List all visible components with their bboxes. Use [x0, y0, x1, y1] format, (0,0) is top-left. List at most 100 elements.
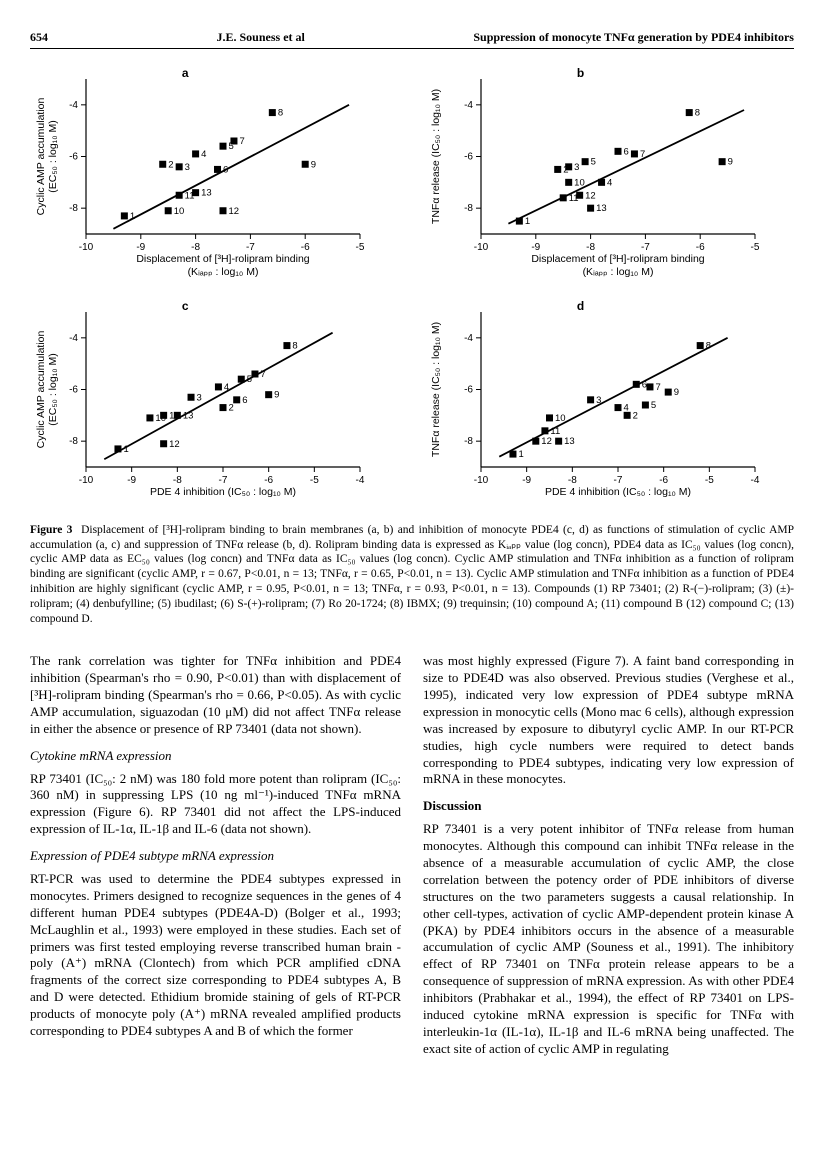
- body-columns: The rank correlation was tighter for TNF…: [30, 653, 794, 1067]
- svg-text:13: 13: [201, 187, 212, 198]
- svg-text:12: 12: [229, 205, 240, 216]
- svg-text:-5: -5: [356, 242, 365, 253]
- body-p2: RP 73401 (IC₅₀: 2 nM) was 180 fold more …: [30, 771, 401, 839]
- svg-text:4: 4: [201, 149, 206, 160]
- body-p3: RT-PCR was used to determine the PDE4 su…: [30, 871, 401, 1040]
- svg-text:-6: -6: [659, 475, 668, 486]
- svg-text:-8: -8: [464, 203, 473, 214]
- svg-text:Displacement of [³H]-rolipram: Displacement of [³H]-rolipram binding: [531, 253, 704, 265]
- svg-text:-7: -7: [246, 242, 255, 253]
- svg-text:-6: -6: [69, 384, 78, 395]
- svg-text:-6: -6: [464, 151, 473, 162]
- svg-text:PDE 4 inhibition (IC₅₀ : log₁₀: PDE 4 inhibition (IC₅₀ : log₁₀ M): [545, 486, 691, 498]
- svg-text:-7: -7: [641, 242, 650, 253]
- svg-text:3: 3: [596, 394, 601, 405]
- svg-text:6: 6: [642, 379, 647, 390]
- body-p4: was most highly expressed (Figure 7). A …: [423, 653, 794, 788]
- svg-text:-6: -6: [69, 151, 78, 162]
- svg-text:-6: -6: [464, 384, 473, 395]
- svg-text:b: b: [577, 66, 584, 80]
- header-authors: J.E. Souness et al: [217, 30, 305, 46]
- svg-text:-8: -8: [464, 436, 473, 447]
- svg-text:5: 5: [591, 156, 596, 167]
- panel-b: -4-6-8-10-9-8-7-6-511112132310456789bTNF…: [425, 63, 794, 278]
- svg-text:Cyclic AMP accumulation: Cyclic AMP accumulation: [35, 97, 47, 215]
- svg-text:9: 9: [728, 156, 733, 167]
- svg-text:8: 8: [695, 107, 700, 118]
- caption-text: Displacement of [³H]-rolipram binding to…: [30, 524, 794, 626]
- svg-text:9: 9: [674, 387, 679, 398]
- svg-text:-8: -8: [191, 242, 200, 253]
- svg-text:-8: -8: [586, 242, 595, 253]
- svg-text:13: 13: [596, 203, 607, 214]
- svg-text:9: 9: [274, 389, 279, 400]
- svg-text:2: 2: [168, 159, 173, 170]
- svg-text:12: 12: [169, 438, 180, 449]
- right-column: was most highly expressed (Figure 7). A …: [423, 653, 794, 1067]
- svg-text:-6: -6: [301, 242, 310, 253]
- svg-text:6: 6: [624, 146, 629, 157]
- svg-text:-6: -6: [264, 475, 273, 486]
- svg-text:-8: -8: [568, 475, 577, 486]
- svg-text:1: 1: [525, 216, 530, 227]
- svg-text:d: d: [577, 299, 584, 313]
- svg-text:13: 13: [564, 436, 575, 447]
- svg-text:-4: -4: [464, 99, 473, 110]
- svg-text:-4: -4: [751, 475, 760, 486]
- svg-text:12: 12: [541, 436, 552, 447]
- svg-text:-10: -10: [474, 242, 489, 253]
- svg-text:2: 2: [633, 410, 638, 421]
- svg-text:3: 3: [185, 161, 190, 172]
- section-pde4-subtype: Expression of PDE4 subtype mRNA expressi…: [30, 848, 401, 865]
- svg-text:PDE 4 inhibition (IC₅₀ : log₁₀: PDE 4 inhibition (IC₅₀ : log₁₀ M): [150, 486, 296, 498]
- svg-text:10: 10: [174, 205, 185, 216]
- svg-text:8: 8: [292, 340, 297, 351]
- svg-text:7: 7: [239, 136, 244, 147]
- svg-text:-4: -4: [69, 99, 78, 110]
- page-header: 654 J.E. Souness et al Suppression of mo…: [30, 30, 794, 49]
- svg-text:a: a: [182, 66, 189, 80]
- svg-text:7: 7: [640, 149, 645, 160]
- svg-text:Displacement of [³H]-rolipram: Displacement of [³H]-rolipram binding: [136, 253, 309, 265]
- svg-text:6: 6: [242, 394, 247, 405]
- svg-text:Cyclic AMP accumulation: Cyclic AMP accumulation: [35, 330, 47, 448]
- svg-text:6: 6: [223, 164, 228, 175]
- svg-text:3: 3: [197, 392, 202, 403]
- svg-text:10: 10: [555, 413, 566, 424]
- svg-text:4: 4: [607, 177, 612, 188]
- svg-text:-5: -5: [705, 475, 714, 486]
- svg-text:-9: -9: [127, 475, 136, 486]
- svg-text:-9: -9: [136, 242, 145, 253]
- svg-text:10: 10: [574, 177, 585, 188]
- svg-text:-9: -9: [522, 475, 531, 486]
- svg-text:7: 7: [655, 382, 660, 393]
- svg-text:9: 9: [311, 159, 316, 170]
- body-p5: RP 73401 is a very potent inhibitor of T…: [423, 821, 794, 1057]
- left-column: The rank correlation was tighter for TNF…: [30, 653, 401, 1067]
- svg-text:-8: -8: [69, 203, 78, 214]
- svg-text:(EC₅₀ : log₁₀ M): (EC₅₀ : log₁₀ M): [47, 353, 59, 426]
- svg-text:4: 4: [224, 382, 229, 393]
- svg-text:-10: -10: [79, 475, 94, 486]
- panel-a: -4-6-8-10-9-8-7-6-511011131223465789aCyc…: [30, 63, 399, 278]
- svg-text:12: 12: [585, 190, 596, 201]
- svg-text:3: 3: [574, 161, 579, 172]
- figure-3: -4-6-8-10-9-8-7-6-511011131223465789aCyc…: [30, 63, 794, 511]
- svg-text:-10: -10: [79, 242, 94, 253]
- svg-text:-6: -6: [696, 242, 705, 253]
- svg-text:-4: -4: [464, 332, 473, 343]
- svg-text:1: 1: [123, 444, 128, 455]
- svg-text:TNFα release (IC₅₀ : log₁₀ M): TNFα release (IC₅₀ : log₁₀ M): [430, 322, 442, 457]
- page-number: 654: [30, 30, 48, 46]
- svg-text:8: 8: [278, 107, 283, 118]
- svg-text:(Kᵢₐₚₚ : log₁₀ M): (Kᵢₐₚₚ : log₁₀ M): [583, 266, 654, 278]
- svg-text:-8: -8: [69, 436, 78, 447]
- svg-text:1: 1: [130, 211, 135, 222]
- svg-text:TNFα release (IC₅₀ : log₁₀ M): TNFα release (IC₅₀ : log₁₀ M): [430, 89, 442, 224]
- svg-text:5: 5: [651, 400, 656, 411]
- svg-text:-10: -10: [474, 475, 489, 486]
- svg-text:-7: -7: [219, 475, 228, 486]
- svg-text:2: 2: [229, 402, 234, 413]
- section-cytokine: Cytokine mRNA expression: [30, 748, 401, 765]
- svg-text:11: 11: [550, 425, 560, 436]
